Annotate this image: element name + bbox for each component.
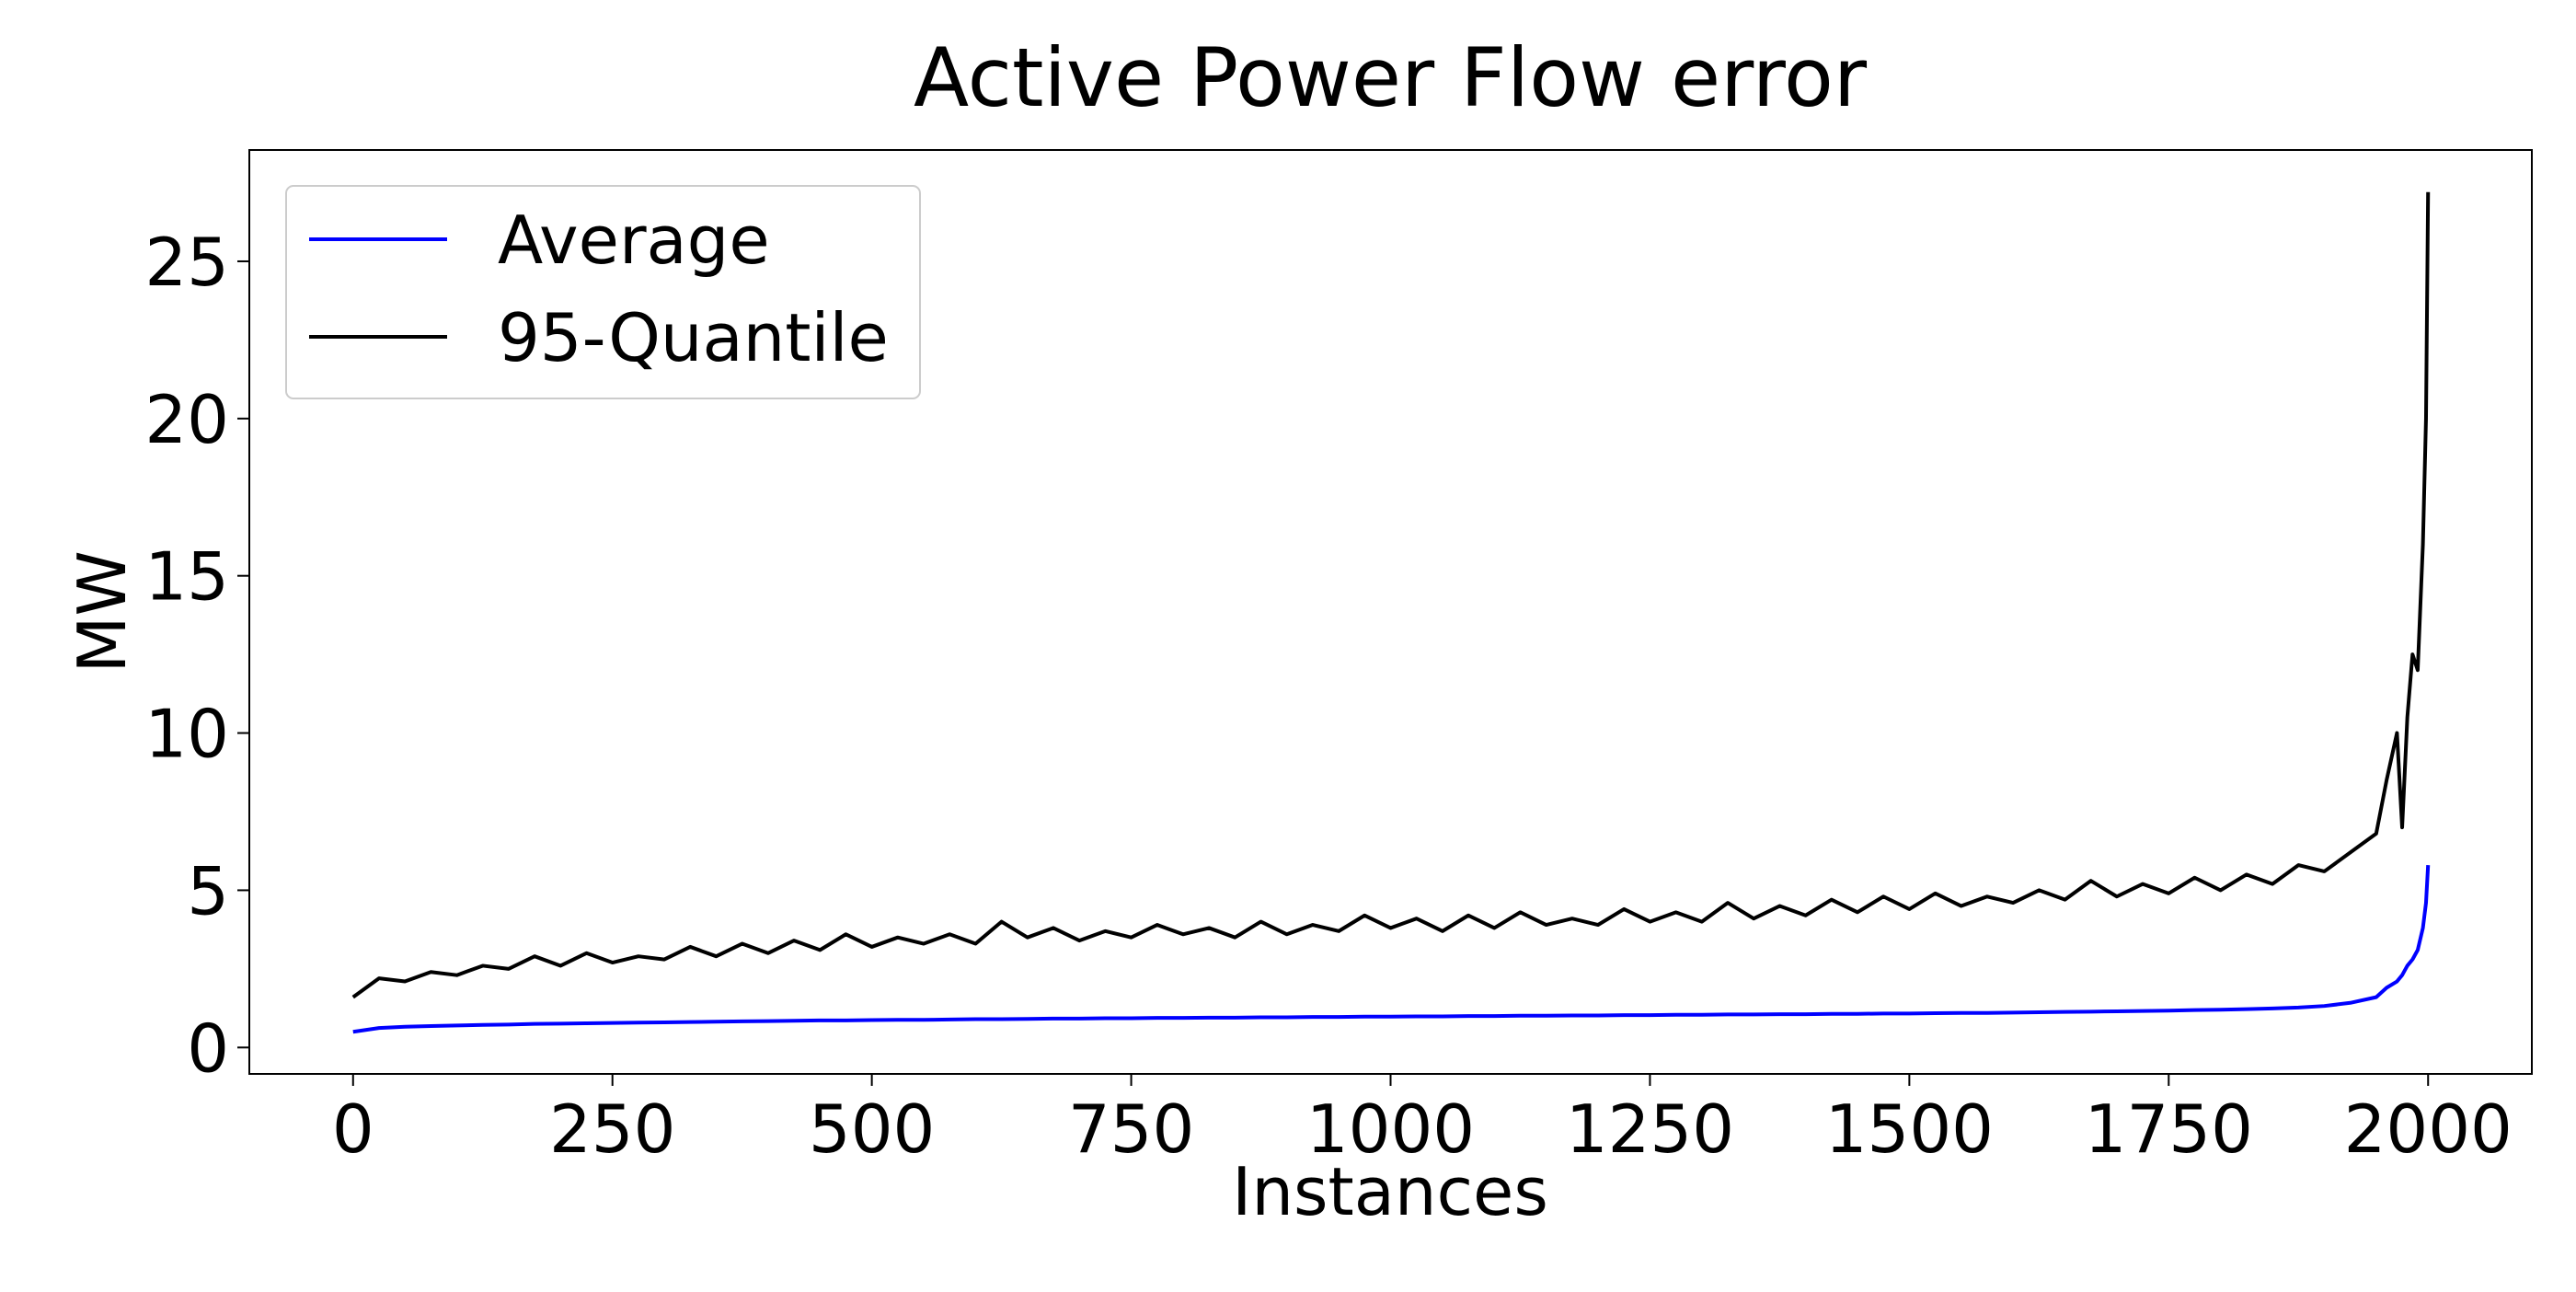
plot-frame — [248, 149, 2533, 1075]
y-tick-label: 25 — [144, 224, 229, 301]
y-tick-label: 10 — [144, 696, 229, 773]
x-axis-label: Instances — [1232, 1153, 1548, 1230]
x-tick-label: 1500 — [1825, 1090, 1994, 1168]
y-tick-label: 0 — [187, 1009, 229, 1087]
y-tick-label: 20 — [144, 381, 229, 458]
chart-title: Active Power Flow error — [914, 30, 1868, 125]
x-tick-label: 1000 — [1306, 1090, 1475, 1168]
series-line — [352, 864, 2431, 1034]
legend-label: Average — [498, 202, 770, 279]
x-tick-label: 750 — [1068, 1090, 1194, 1168]
x-tick-label: 0 — [332, 1090, 374, 1168]
x-tick-label: 250 — [549, 1090, 675, 1168]
x-tick-label: 500 — [809, 1090, 935, 1168]
x-tick-label: 1250 — [1566, 1090, 1734, 1168]
y-axis-label: MW — [63, 550, 141, 673]
x-tick-label: 2000 — [2344, 1090, 2513, 1168]
legend-label: 95-Quantile — [498, 299, 889, 376]
y-tick-label: 5 — [187, 852, 229, 929]
x-tick-label: 1750 — [2085, 1090, 2253, 1168]
y-tick-label: 15 — [144, 538, 229, 616]
legend: Average 95-Quantile — [285, 185, 921, 399]
series-line — [351, 191, 2431, 999]
